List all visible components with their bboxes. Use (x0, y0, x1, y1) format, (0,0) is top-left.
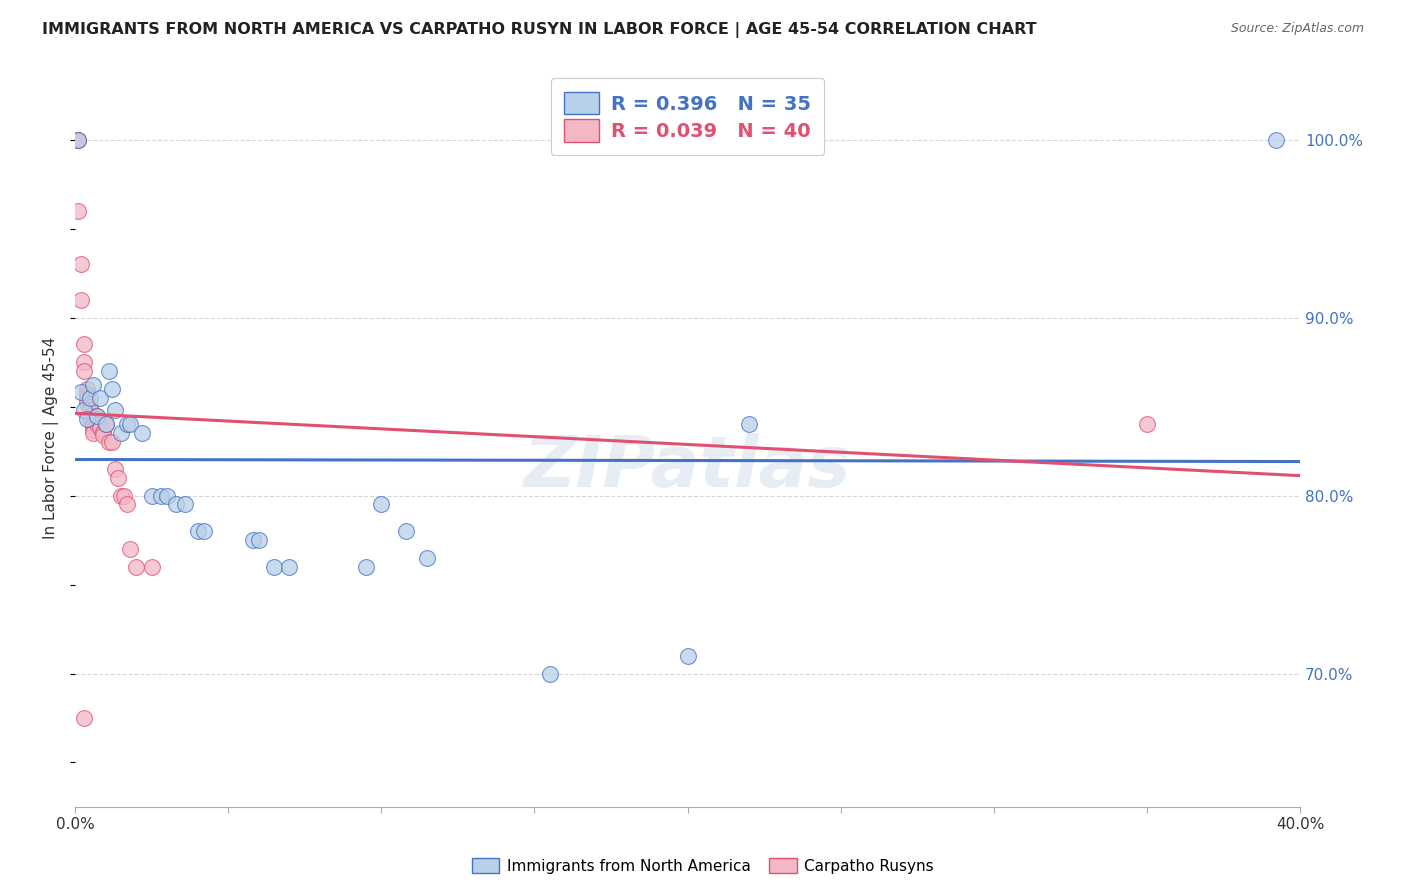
Point (110, 489, 132, 503)
Point (676, 648, 699, 663)
Point (82, 423, 104, 437)
Point (104, 462, 127, 476)
Point (86, 409, 108, 423)
Point (193, 524, 215, 538)
Point (67, 203, 90, 218)
Point (247, 533, 270, 547)
Point (416, 550, 439, 565)
Point (82, 416, 104, 430)
Y-axis label: In Labor Force | Age 45-54: In Labor Force | Age 45-54 (44, 336, 59, 539)
Point (107, 471, 129, 485)
Point (79, 400, 101, 414)
Text: Source: ZipAtlas.com: Source: ZipAtlas.com (1230, 22, 1364, 36)
Point (263, 559, 285, 574)
Point (370, 498, 392, 512)
Point (76, 391, 98, 405)
Point (97, 364, 120, 378)
Point (738, 417, 761, 432)
Point (141, 489, 163, 503)
Legend: Immigrants from North America, Carpatho Rusyns: Immigrants from North America, Carpatho … (465, 852, 941, 880)
Point (76, 412, 98, 426)
Point (538, 666, 561, 681)
Point (110, 426, 132, 441)
Point (89, 391, 111, 405)
Point (115, 498, 138, 512)
Point (149, 489, 172, 503)
Point (70, 293, 93, 307)
Point (73, 337, 96, 351)
Point (354, 559, 377, 574)
Point (120, 417, 142, 432)
Point (73, 355, 96, 369)
Point (91, 425, 114, 439)
Point (125, 559, 148, 574)
Point (82, 378, 104, 392)
Point (86, 417, 108, 432)
Point (94, 417, 117, 432)
Point (79, 391, 101, 405)
Point (70, 257, 93, 271)
Point (73, 364, 96, 378)
Point (79, 403, 101, 417)
Point (67, 133, 90, 147)
Point (187, 524, 209, 538)
Point (70, 385, 93, 400)
Point (242, 533, 264, 547)
Point (89, 421, 111, 435)
Point (1264, 133, 1286, 147)
Text: ZIPatlas: ZIPatlas (524, 433, 851, 502)
Point (141, 559, 163, 574)
Point (73, 403, 96, 417)
Point (165, 498, 187, 512)
Point (76, 387, 98, 401)
Point (395, 524, 418, 538)
Point (67, 133, 90, 147)
Point (76, 396, 98, 410)
Point (79, 409, 101, 423)
Point (174, 498, 197, 512)
Point (1136, 417, 1159, 432)
Point (112, 489, 135, 503)
Point (82, 426, 104, 441)
Point (89, 417, 111, 432)
Point (86, 412, 108, 426)
Point (104, 403, 127, 417)
Point (94, 417, 117, 432)
Point (97, 435, 120, 450)
Point (156, 489, 179, 503)
Point (131, 426, 153, 441)
Point (101, 435, 124, 450)
Point (278, 559, 301, 574)
Point (73, 711, 96, 725)
Legend: R = 0.396   N = 35, R = 0.039   N = 40: R = 0.396 N = 35, R = 0.039 N = 40 (551, 78, 824, 155)
Point (67, 133, 90, 147)
Point (76, 382, 98, 396)
Point (101, 382, 124, 396)
Point (82, 419, 104, 434)
Point (120, 541, 142, 556)
Point (115, 417, 138, 432)
Point (91, 428, 114, 442)
Text: IMMIGRANTS FROM NORTH AMERICA VS CARPATHO RUSYN IN LABOR FORCE | AGE 45-54 CORRE: IMMIGRANTS FROM NORTH AMERICA VS CARPATH… (42, 22, 1036, 38)
Point (86, 409, 108, 423)
Point (79, 412, 101, 426)
